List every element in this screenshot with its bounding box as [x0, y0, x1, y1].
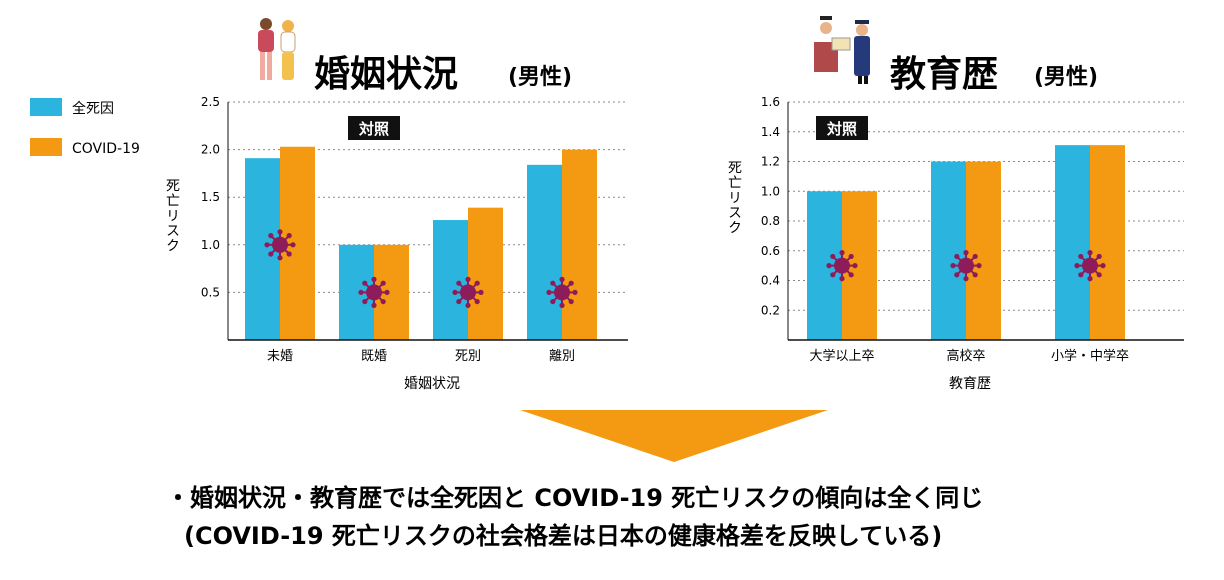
y-tick-label: 0.2: [761, 303, 780, 317]
legend-label-covid: COVID-19: [72, 141, 140, 157]
virus-icon: [546, 276, 578, 308]
y-tick-label: 0.8: [761, 214, 780, 228]
chart-marital-bars: [245, 146, 597, 340]
y-tick-label: 0.4: [761, 274, 780, 288]
virus-icon: [950, 250, 982, 282]
virus-icon: [452, 276, 484, 308]
graduation-illustration: [814, 16, 870, 84]
control-label: 対照: [826, 120, 857, 138]
bar-covid: [966, 161, 1001, 340]
bar-all-cause: [931, 161, 966, 340]
bar-all-cause: [1055, 145, 1090, 340]
category-label: 小学・中学卒: [1051, 348, 1129, 364]
chart-marital: 婚姻状況 (男性) 死亡リスク 婚姻状況 0.5 1.0 1.5 2.0 2.5 未婚 既…: [164, 18, 628, 392]
y-tick-label: 1.5: [201, 190, 220, 204]
legend-swatch-all-cause: [30, 98, 62, 116]
bar-covid: [468, 207, 503, 340]
virus-icon: [826, 250, 858, 282]
y-tick-label: 0.5: [201, 285, 220, 299]
bar-all-cause: [433, 220, 468, 340]
chart-marital-y-ticks: 0.5 1.0 1.5 2.0 2.5: [201, 95, 220, 299]
chart-education-annotation: 対照: [816, 116, 868, 140]
chart-education-y-ticks: 0.2 0.4 0.6 0.8 1.0 1.2 1.4 1.6: [761, 95, 780, 317]
y-tick-label: 1.2: [761, 155, 780, 169]
category-label: 未婚: [267, 349, 293, 364]
chart-education-bars: [807, 145, 1125, 340]
virus-icon: [264, 229, 296, 261]
category-label: 高校卒: [946, 348, 985, 364]
chart-marital-xlabel: 婚姻状況: [404, 376, 460, 392]
y-tick-label: 2.5: [201, 95, 220, 109]
chart-marital-title: 婚姻状況: [314, 54, 458, 95]
chart-marital-ylabel: 死亡リスク: [164, 178, 180, 253]
conclusion-line-1: ・婚姻状況・教育歴では全死因と COVID-19 死亡リスクの傾向は全く同じ: [166, 484, 983, 512]
legend-swatch-covid: [30, 138, 62, 156]
couple-illustration: [258, 18, 296, 80]
legend-label-all-cause: 全死因: [72, 100, 114, 117]
chart-education-subtitle: (男性): [1034, 65, 1098, 90]
chart-education-title: 教育歴: [890, 54, 998, 95]
category-label: 既婚: [361, 349, 387, 364]
category-label: 大学以上卒: [809, 348, 874, 364]
y-tick-label: 1.4: [761, 125, 780, 139]
conclusion-line-2: (COVID-19 死亡リスクの社会格差は日本の健康格差を反映している): [184, 522, 942, 550]
y-tick-label: 1.6: [761, 95, 780, 109]
category-label: 死別: [455, 349, 481, 364]
y-tick-label: 0.6: [761, 244, 780, 258]
bar-all-cause: [527, 164, 562, 340]
y-tick-label: 1.0: [761, 184, 780, 198]
chart-education-categories: 大学以上卒 高校卒 小学・中学卒: [809, 348, 1129, 364]
chart-marital-subtitle: (男性): [508, 65, 572, 90]
category-label: 離別: [549, 349, 575, 364]
virus-icon: [358, 276, 390, 308]
bar-covid: [1090, 145, 1125, 340]
down-arrow-icon: [520, 410, 828, 462]
virus-icon: [1074, 250, 1106, 282]
control-label-box: [348, 116, 400, 140]
chart-marital-annotation: 対照: [348, 116, 400, 140]
chart-education-ylabel: 死亡リスク: [726, 160, 742, 235]
bar-covid: [562, 149, 597, 340]
control-label-box: [816, 116, 868, 140]
chart-education-xlabel: 教育歴: [949, 376, 991, 392]
chart-marital-categories: 未婚 既婚 死別 離別: [267, 349, 575, 364]
chart-education: 教育歴 (男性) 死亡リスク 教育歴 0.2 0.4 0.6 0.8 1.0 1.2 1.4…: [726, 16, 1184, 392]
control-label: 対照: [358, 120, 389, 138]
y-tick-label: 1.0: [201, 238, 220, 252]
y-tick-label: 2.0: [201, 143, 220, 157]
legend: 全死因 COVID-19: [30, 98, 140, 157]
